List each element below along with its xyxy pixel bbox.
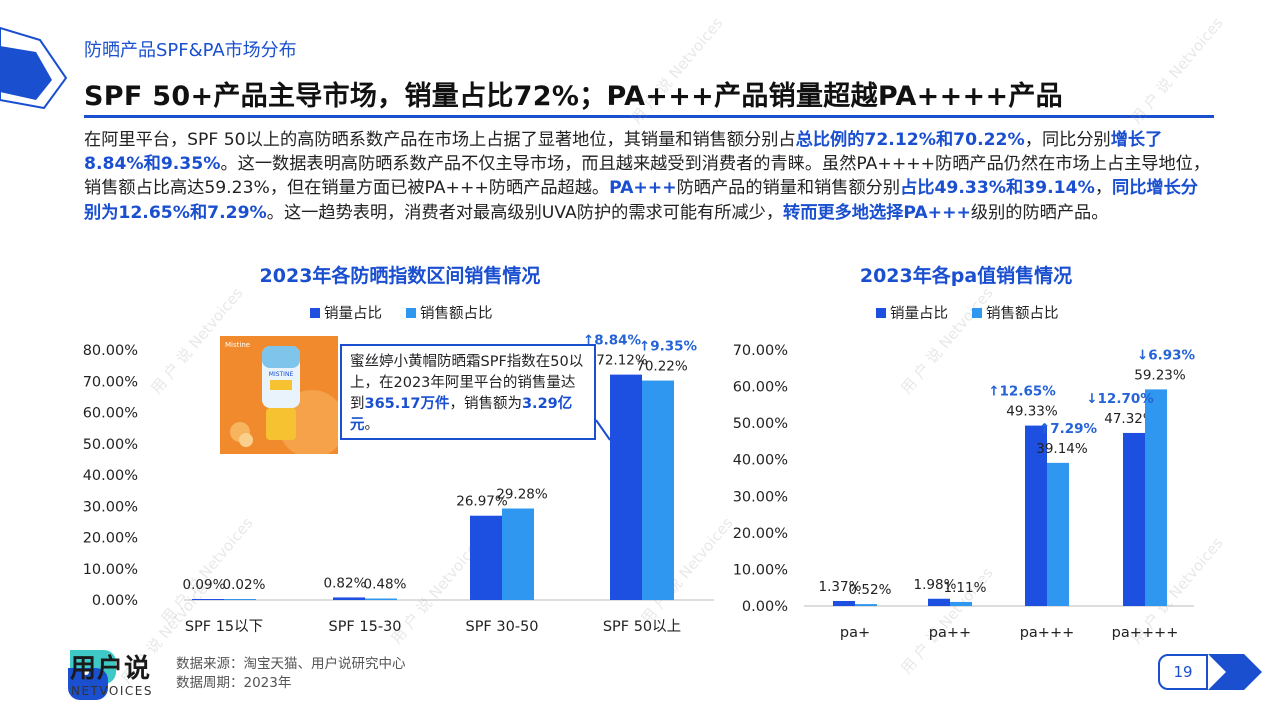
period-line: 数据周期：2023年 <box>176 675 292 691</box>
legend-swatch <box>310 308 320 318</box>
y-tick-label: 60.00% <box>733 380 788 396</box>
legend-label: 销售额占比 <box>986 305 1059 322</box>
data-label: 1.11% <box>944 580 987 596</box>
bar <box>833 600 855 606</box>
y-tick-label: 80.00% <box>83 343 138 359</box>
y-tick-label: 50.00% <box>83 437 138 453</box>
data-label: 72.12% <box>596 353 648 369</box>
bar <box>365 598 397 600</box>
bar <box>928 598 950 606</box>
data-label: 70.22% <box>636 359 688 375</box>
bar <box>502 508 534 600</box>
y-tick-label: 40.00% <box>83 468 138 484</box>
bar <box>333 597 365 600</box>
x-tick-label: pa+ <box>840 625 870 641</box>
x-tick-label: SPF 15以下 <box>185 619 263 635</box>
y-tick-label: 30.00% <box>733 489 788 505</box>
bar <box>470 515 502 600</box>
y-tick-label: 70.00% <box>733 343 788 359</box>
legend-label: 销售额占比 <box>420 305 493 322</box>
data-label: 0.52% <box>849 582 892 598</box>
data-label: 1.37% <box>819 579 862 595</box>
page-title: SPF 50+产品主导市场，销量占比72%；PA+++产品销量超越PA++++产… <box>84 81 1063 112</box>
y-tick-label: 0.00% <box>92 593 138 609</box>
bar <box>1047 462 1069 606</box>
corner-decoration <box>0 26 68 110</box>
data-label: 0.09% <box>183 577 226 593</box>
logo-text: 用户说 <box>70 654 152 684</box>
callout-pointer <box>595 419 611 441</box>
data-label: 0.48% <box>364 577 407 593</box>
legend-swatch <box>972 308 982 318</box>
x-tick-label: SPF 50以上 <box>603 618 681 635</box>
bar <box>1145 389 1167 606</box>
y-tick-label: 60.00% <box>83 406 138 422</box>
source-line: 数据来源：淘宝天猫、用户说研究中心 <box>176 656 406 672</box>
x-tick-label: SPF 15-30 <box>328 619 401 635</box>
growth-annotation: ↑7.29% <box>1039 421 1098 437</box>
y-tick-label: 20.00% <box>83 531 138 547</box>
data-label: 0.02% <box>223 577 266 593</box>
bar <box>642 380 674 600</box>
growth-annotation: ↑8.84% <box>583 333 642 349</box>
summary-paragraph: 在阿里平台，SPF 50以上的高防晒系数产品在市场上占据了显著地位，其销量和销售… <box>84 130 1211 223</box>
product-image: MISTINE Mistine <box>220 336 338 454</box>
page-number: 19 <box>1158 654 1208 690</box>
logo-subtext: NETVOICES <box>71 684 153 698</box>
x-tick-label: pa++ <box>929 625 971 641</box>
bar <box>224 599 256 600</box>
y-tick-label: 30.00% <box>83 499 138 515</box>
product-callout: 蜜丝婷小黄帽防晒霜SPF指数在50以上，在2023年阿里平台的销售量达到365.… <box>340 344 596 440</box>
x-tick-label: SPF 30-50 <box>465 619 538 635</box>
data-source: 数据来源：淘宝天猫、用户说研究中心 数据周期：2023年 <box>176 655 406 693</box>
y-tick-label: 40.00% <box>733 453 788 469</box>
legend-label: 销量占比 <box>324 305 382 322</box>
growth-annotation: ↑12.65% <box>988 384 1056 400</box>
x-tick-label: pa++++ <box>1112 625 1179 641</box>
product-name-label: MISTINE <box>269 371 294 378</box>
growth-annotation: ↓12.70% <box>1086 391 1154 407</box>
data-label: 29.28% <box>496 487 548 503</box>
y-tick-label: 10.00% <box>83 562 138 578</box>
y-tick-label: 20.00% <box>733 526 788 542</box>
data-label: 49.33% <box>1006 404 1058 420</box>
y-tick-label: 50.00% <box>733 416 788 432</box>
y-tick-label: 10.00% <box>733 562 788 578</box>
chart-title: 2023年各防晒指数区间销售情况 <box>260 264 541 287</box>
product-brand-label: Mistine <box>225 341 250 349</box>
y-tick-label: 70.00% <box>83 374 138 390</box>
bar <box>1123 432 1145 606</box>
growth-annotation: ↓6.93% <box>1137 347 1196 363</box>
data-label: 39.14% <box>1036 441 1088 457</box>
data-label: 47.32% <box>1104 411 1156 427</box>
growth-annotation: ↑9.35% <box>639 339 698 355</box>
logo-icon <box>68 650 116 700</box>
legend-swatch <box>876 308 886 318</box>
y-tick-label: 0.00% <box>742 599 788 615</box>
next-page-arrow-icon[interactable] <box>1204 654 1268 690</box>
bar <box>192 599 224 600</box>
title-divider <box>84 115 1214 118</box>
x-tick-label: pa+++ <box>1020 625 1075 641</box>
bar <box>950 601 972 606</box>
section-label: 防晒产品SPF&PA市场分布 <box>84 40 297 61</box>
bar <box>855 604 877 606</box>
data-label: 59.23% <box>1134 367 1186 383</box>
legend-label: 销量占比 <box>890 305 948 322</box>
data-label: 26.97% <box>456 494 508 510</box>
bar <box>1025 425 1047 606</box>
bar <box>610 374 642 600</box>
legend-swatch <box>406 308 416 318</box>
data-label: 1.98% <box>914 577 957 593</box>
chart-title: 2023年各pa值销售情况 <box>860 264 1072 287</box>
data-label: 0.82% <box>324 575 367 591</box>
